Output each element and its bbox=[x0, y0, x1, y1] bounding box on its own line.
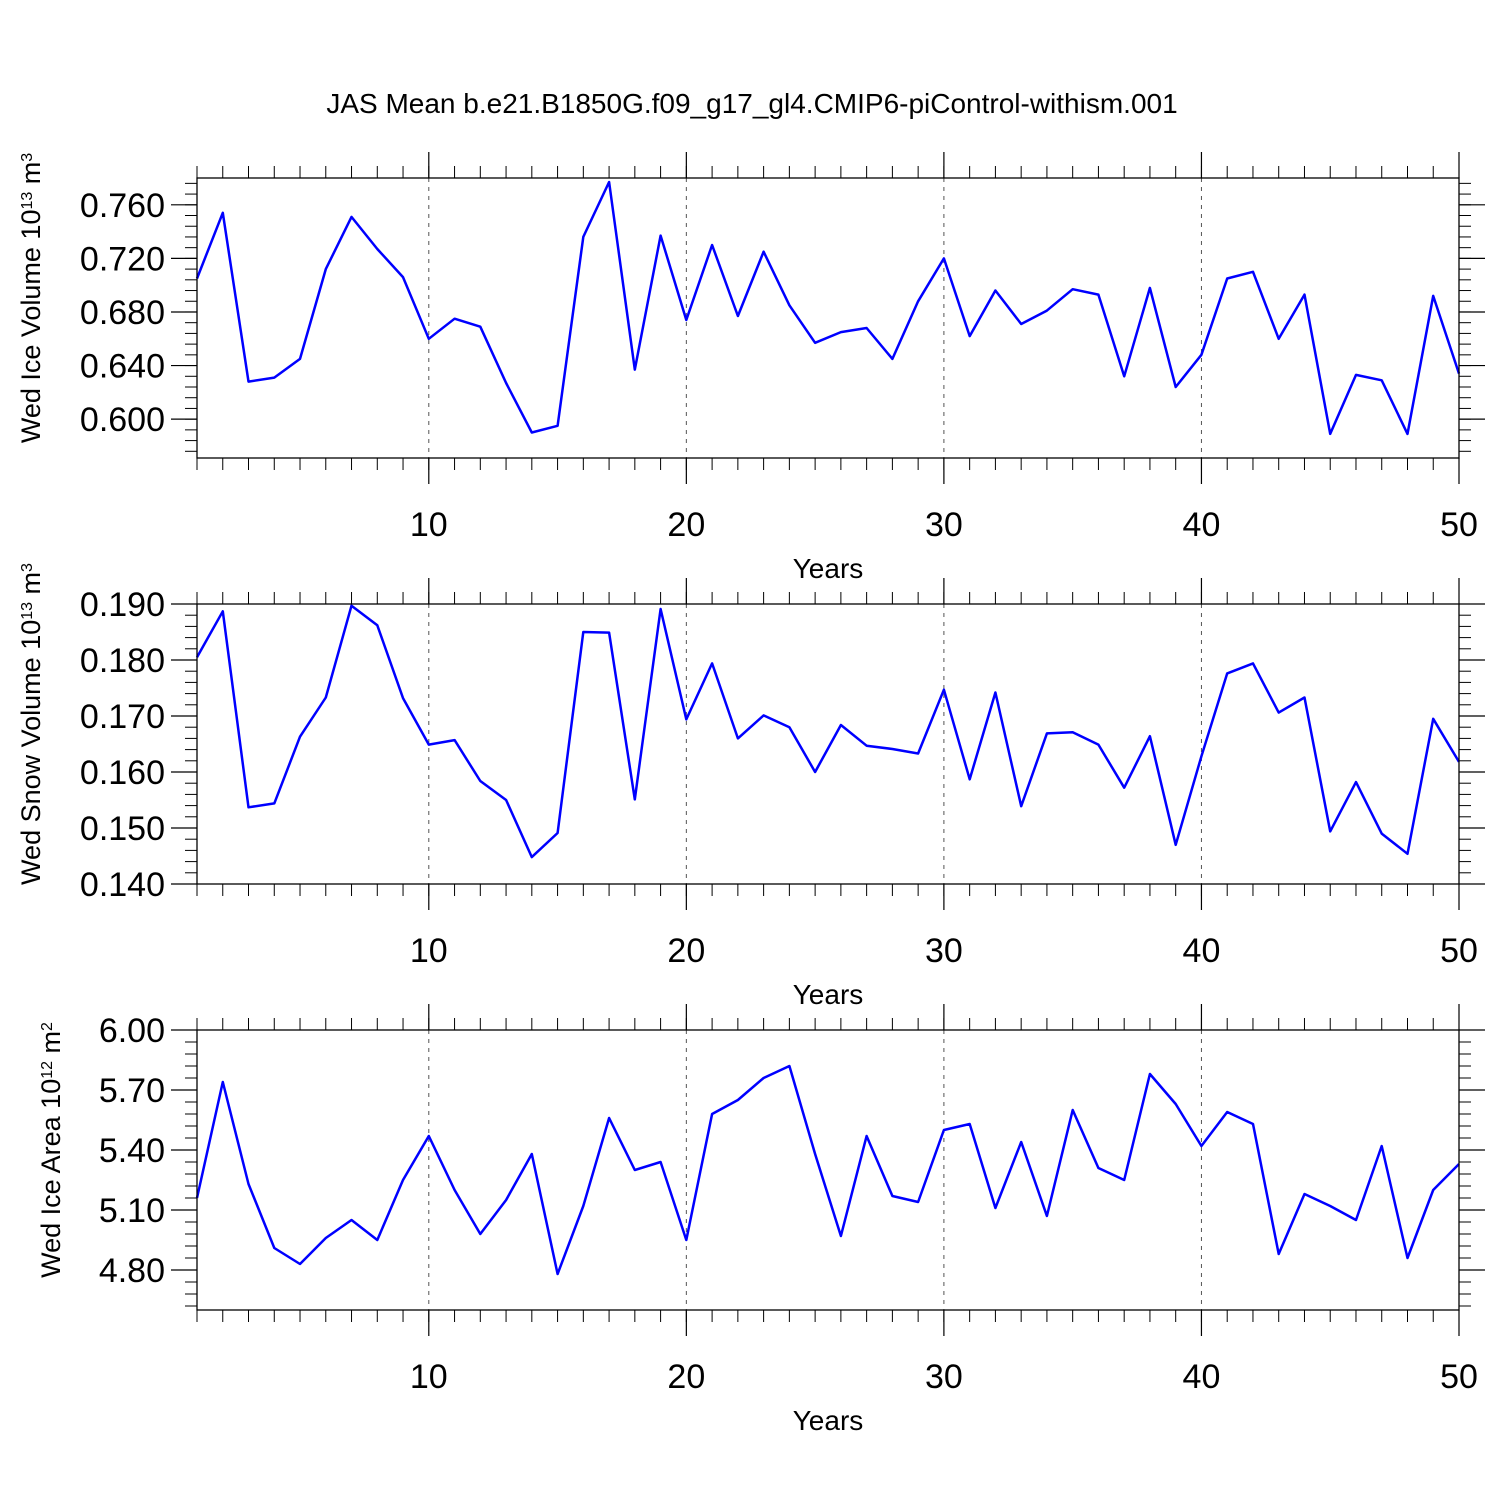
data-series-line bbox=[195, 1064, 1460, 1276]
x-axis-title: Years bbox=[793, 979, 864, 1010]
plot-frame bbox=[196, 177, 1460, 459]
y-axis-title-exponent: 12 bbox=[39, 1061, 56, 1079]
x-tick-label: 30 bbox=[925, 506, 963, 544]
data-series-line bbox=[195, 180, 1461, 436]
y-tick-label: 0.180 bbox=[80, 642, 165, 680]
y-tick-label: 0.720 bbox=[80, 240, 165, 278]
x-tick-label: 50 bbox=[1440, 1358, 1478, 1396]
x-tick-label: 40 bbox=[1183, 932, 1221, 970]
y-axis-title-unit: m bbox=[16, 162, 46, 192]
panel-1: 10 20 30 40 50 0.600 0.640 0.680 0.720 0.760 Years… bbox=[16, 152, 1485, 584]
y-axis-title-exponent: 13 bbox=[19, 192, 36, 210]
x-tick-label: 10 bbox=[410, 506, 448, 544]
panel-2: 10 20 30 40 50 0.140 0.150 0.160 0.170 0.180 0.190… bbox=[16, 563, 1485, 1010]
x-tick-label: 20 bbox=[667, 506, 705, 544]
y-axis-title-prefix: Wed Ice Area 10 bbox=[36, 1079, 66, 1278]
y-tick-label: 5.10 bbox=[99, 1192, 165, 1230]
y-tick-label: 0.680 bbox=[80, 294, 165, 332]
chart-title: JAS Mean b.e21.B1850G.f09_g17_gl4.CMIP6-… bbox=[326, 88, 1177, 119]
y-axis-title-unit: m bbox=[36, 1031, 66, 1061]
chart-panels: 10 20 30 40 50 0.600 0.640 0.680 0.720 0.760 Years… bbox=[16, 152, 1485, 1436]
x-axis-title: Years bbox=[793, 1405, 864, 1436]
x-tick-label: 30 bbox=[925, 932, 963, 970]
y-tick-label: 0.190 bbox=[80, 586, 165, 624]
y-tick-label: 0.170 bbox=[80, 698, 165, 736]
data-series-line bbox=[195, 604, 1461, 859]
x-tick-label: 20 bbox=[667, 1358, 705, 1396]
x-tick-label: 10 bbox=[410, 1358, 448, 1396]
plot-frame bbox=[196, 1029, 1460, 1311]
y-tick-label: 0.160 bbox=[80, 754, 165, 792]
y-tick-label: 0.150 bbox=[80, 810, 165, 848]
y-tick-label: 5.40 bbox=[99, 1132, 165, 1170]
x-tick-label: 50 bbox=[1440, 932, 1478, 970]
y-axis-title-unit: m bbox=[16, 572, 46, 602]
panel-3: 10 20 30 40 50 4.80 5.10 5.40 5.70 6.00 Years Wed I… bbox=[36, 1004, 1485, 1436]
y-axis-title-unit-exponent: 2 bbox=[39, 1022, 56, 1031]
x-tick-label: 40 bbox=[1183, 1358, 1221, 1396]
y-tick-label: 0.760 bbox=[80, 187, 165, 225]
y-tick-label: 5.70 bbox=[99, 1072, 165, 1110]
x-tick-label: 30 bbox=[925, 1358, 963, 1396]
y-axis-title-unit-exponent: 3 bbox=[19, 563, 36, 572]
x-tick-label: 40 bbox=[1183, 506, 1221, 544]
x-tick-label: 10 bbox=[410, 932, 448, 970]
y-tick-label: 0.600 bbox=[80, 401, 165, 439]
y-tick-label: 0.640 bbox=[80, 348, 165, 386]
y-axis-title-prefix: Wed Snow Volume 10 bbox=[16, 620, 46, 885]
x-axis-title: Years bbox=[793, 553, 864, 584]
y-axis-title-exponent: 13 bbox=[19, 602, 36, 620]
y-axis-title: Wed Snow Volume 1013 m3 bbox=[16, 563, 46, 885]
y-axis-title: Wed Ice Area 1012 m2 bbox=[36, 1022, 66, 1278]
y-axis-title-prefix: Wed Ice Volume 10 bbox=[16, 210, 46, 444]
plot-frame bbox=[196, 603, 1460, 885]
y-axis-title: Wed Ice Volume 1013 m3 bbox=[16, 153, 46, 443]
x-tick-label: 20 bbox=[667, 932, 705, 970]
x-tick-label: 50 bbox=[1440, 506, 1478, 544]
y-tick-label: 6.00 bbox=[99, 1012, 165, 1050]
y-tick-label: 0.140 bbox=[80, 866, 165, 904]
y-tick-label: 4.80 bbox=[99, 1252, 165, 1290]
y-axis-title-unit-exponent: 3 bbox=[19, 153, 36, 162]
